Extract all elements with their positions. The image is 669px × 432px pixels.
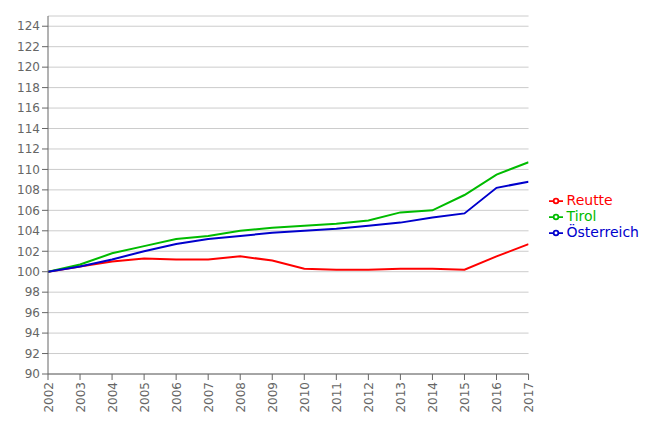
svg-text:120: 120 [17,60,40,74]
svg-text:2004: 2004 [106,382,120,413]
svg-text:100: 100 [17,265,40,279]
svg-text:108: 108 [17,183,40,197]
svg-text:106: 106 [17,204,40,218]
svg-text:92: 92 [25,347,40,361]
svg-text:102: 102 [17,245,40,259]
svg-text:118: 118 [17,81,40,95]
svg-text:2005: 2005 [138,382,152,413]
svg-text:2010: 2010 [298,382,312,413]
svg-text:110: 110 [17,163,40,177]
svg-text:114: 114 [17,122,40,136]
svg-text:2011: 2011 [330,382,344,413]
svg-text:2013: 2013 [394,382,408,413]
svg-text:98: 98 [25,285,40,299]
svg-text:116: 116 [17,101,40,115]
svg-text:94: 94 [25,326,40,340]
svg-text:2012: 2012 [362,382,376,413]
svg-text:2007: 2007 [202,382,216,413]
html-text:Reutte: Reutte [566,192,613,208]
svg-text:122: 122 [17,40,40,54]
html-text:Österreich: Österreich [566,224,639,240]
svg-text:2014: 2014 [426,382,440,413]
svg-text:2006: 2006 [170,382,184,413]
svg-text:2015: 2015 [458,382,472,413]
svg-text:2008: 2008 [234,382,248,413]
svg-text:2002: 2002 [42,382,56,413]
svg-text:2016: 2016 [490,382,504,413]
html-text:Tirol: Tirol [566,208,597,224]
svg-text:104: 104 [17,224,40,238]
svg-text:90: 90 [25,367,40,381]
svg-text:96: 96 [25,306,40,320]
svg-text:2003: 2003 [74,382,88,413]
svg-text:2009: 2009 [266,382,280,413]
svg-text:124: 124 [17,19,40,33]
svg-text:112: 112 [17,142,40,156]
svg-text:2017: 2017 [522,382,536,413]
